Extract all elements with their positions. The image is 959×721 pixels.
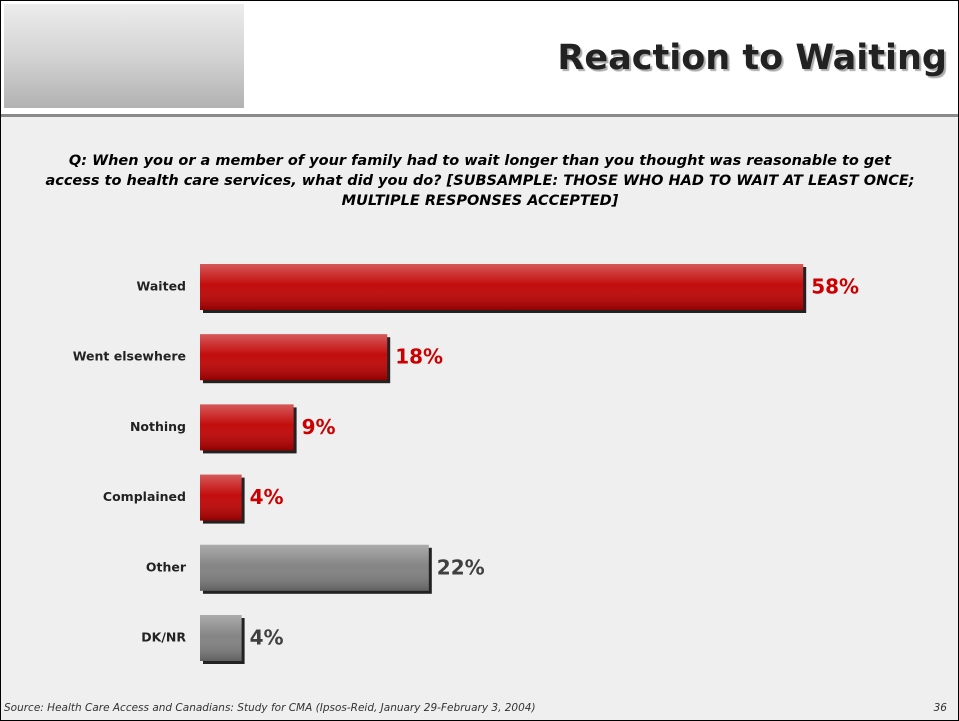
bar-shine xyxy=(200,404,294,450)
value-label: 4% xyxy=(250,485,284,509)
bar-shine xyxy=(200,475,242,521)
bar-shine xyxy=(200,264,803,310)
value-label: 22% xyxy=(437,555,485,579)
category-label: Other xyxy=(146,559,187,574)
category-label: Went elsewhere xyxy=(73,349,186,364)
bar-shine xyxy=(200,334,387,380)
page: Reaction to Waiting Q: When you or a mem… xyxy=(0,0,959,721)
source-note: Source: Health Care Access and Canadians… xyxy=(4,702,536,714)
category-label: DK/NR xyxy=(141,630,186,645)
bar-shine xyxy=(200,545,429,591)
bar-shine xyxy=(200,615,242,661)
value-label: 4% xyxy=(250,626,284,650)
category-label: Complained xyxy=(103,489,186,504)
page-number: 36 xyxy=(934,702,947,714)
chart: Waited 58% Went elsewhere 18% Nothing 9% Compl… xyxy=(0,0,959,721)
value-label: 58% xyxy=(811,275,859,299)
category-label: Nothing xyxy=(130,419,186,434)
category-label: Waited xyxy=(137,279,186,294)
value-label: 18% xyxy=(395,345,443,369)
value-label: 9% xyxy=(302,415,336,439)
